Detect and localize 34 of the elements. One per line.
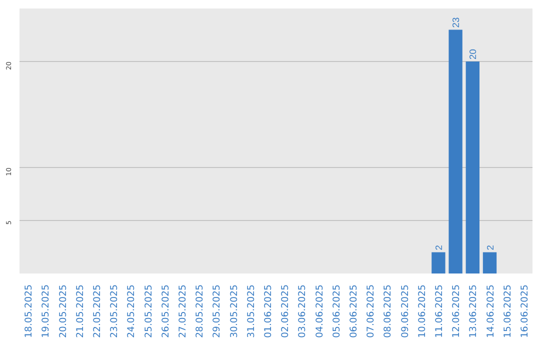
data-label: 2 (485, 245, 496, 250)
x-tick-label: 28.05.2025 (194, 284, 206, 338)
x-tick-label: 12.06.2025 (451, 284, 462, 338)
x-tick-label: 10.06.2025 (416, 284, 428, 338)
x-tick-label: 16.06.2025 (519, 284, 530, 338)
x-tick-label: 21.05.2025 (74, 284, 86, 338)
x-tick-label: 20.05.2025 (58, 284, 69, 338)
x-tick-label: 04.06.2025 (314, 284, 326, 338)
x-tick-label: 15.06.2025 (502, 284, 514, 338)
x-tick-label: 14.06.2025 (485, 284, 496, 338)
x-tick-label: 31.05.2025 (246, 284, 257, 338)
x-tick-label: 29.05.2025 (212, 284, 223, 338)
data-label: 23 (451, 17, 462, 28)
x-tick-label: 27.05.2025 (177, 284, 188, 338)
x-tick-label: 11.06.2025 (434, 284, 445, 338)
x-tick-label: 02.06.2025 (280, 284, 292, 338)
x-tick-label: 18.05.2025 (24, 284, 35, 338)
x-tick-label: 26.05.2025 (160, 284, 172, 338)
x-tick-label: 09.06.2025 (400, 284, 411, 338)
data-label: 2 (434, 245, 444, 250)
x-tick-label: 03.06.2025 (297, 284, 308, 338)
x-tick-label: 24.05.2025 (126, 284, 138, 338)
x-tick-label: 05.06.2025 (331, 284, 342, 338)
x-tick-label: 25.05.2025 (143, 284, 154, 338)
x-tick-label: 30.05.2025 (228, 284, 240, 338)
x-tick-label: 13.06.2025 (468, 284, 480, 338)
x-tick-label: 06.06.2025 (348, 284, 360, 338)
x-tick-label: 08.06.2025 (382, 284, 394, 338)
x-tick-label: 07.06.2025 (366, 284, 377, 338)
data-label: 20 (468, 49, 478, 60)
x-tick-label: 23.05.2025 (109, 284, 120, 338)
x-tick-label: 19.05.2025 (40, 284, 52, 338)
x-tick-label: 22.05.2025 (92, 284, 103, 338)
x-tick-label: 01.06.2025 (262, 284, 274, 338)
